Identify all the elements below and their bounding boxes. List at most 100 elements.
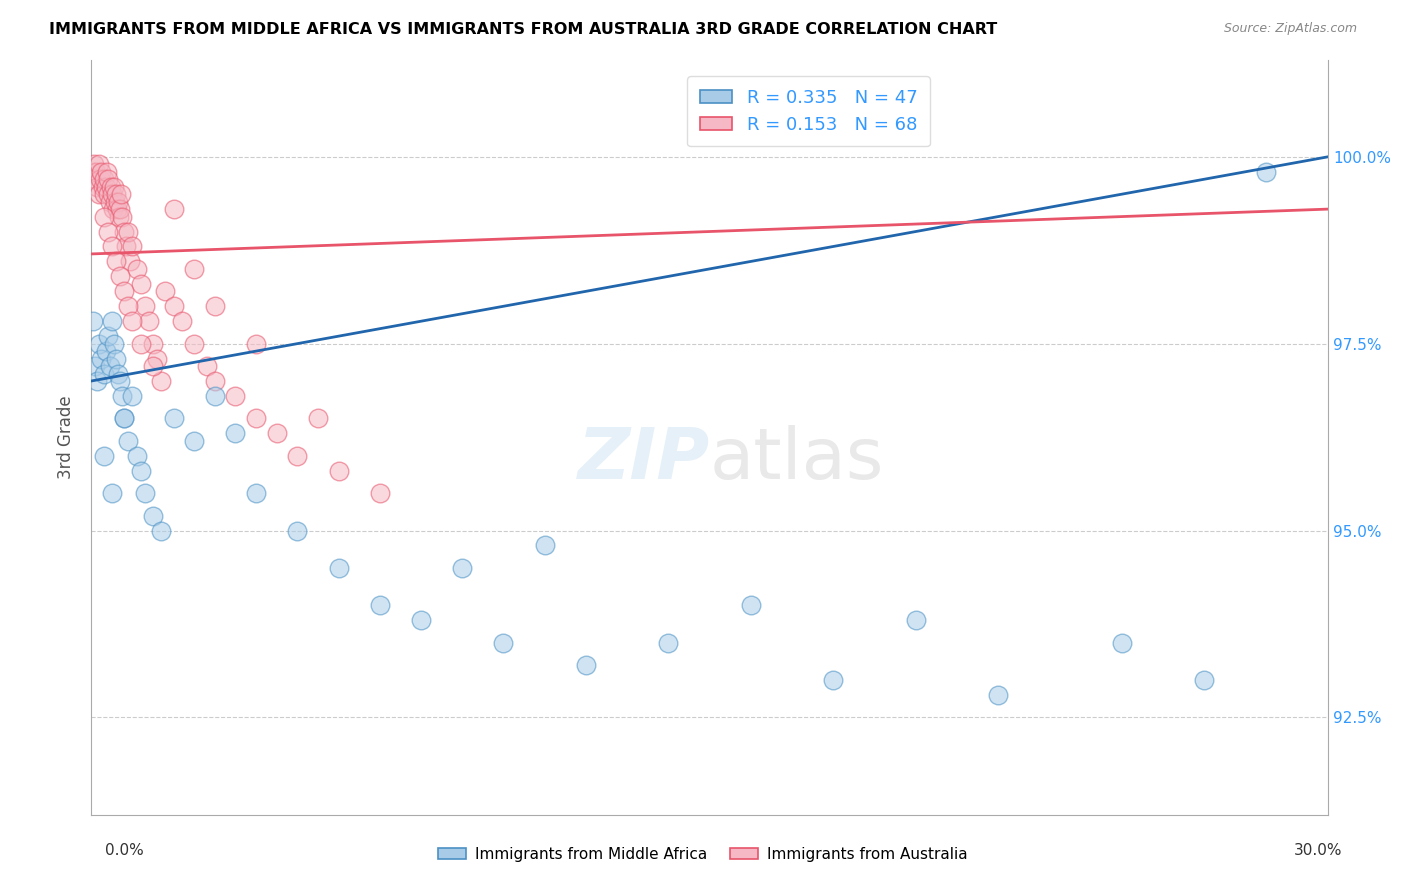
- Point: [93, 187, 115, 202]
- Point: [100, 486, 122, 500]
- Point: [142, 508, 165, 523]
- Point: [155, 285, 177, 299]
- Point: [84, 359, 107, 373]
- Point: [134, 486, 156, 500]
- Point: [138, 314, 160, 328]
- Point: [93, 367, 115, 381]
- Point: [97, 225, 120, 239]
- Point: [84, 165, 107, 179]
- Point: [108, 374, 131, 388]
- Point: [307, 411, 329, 425]
- Point: [328, 464, 350, 478]
- Point: [104, 351, 127, 366]
- Point: [183, 434, 205, 448]
- Point: [93, 449, 115, 463]
- Legend: R = 0.335   N = 47, R = 0.153   N = 68: R = 0.335 N = 47, R = 0.153 N = 68: [688, 76, 931, 146]
- Point: [285, 449, 308, 463]
- Point: [170, 314, 193, 328]
- Point: [162, 411, 184, 425]
- Point: [451, 561, 474, 575]
- Point: [204, 374, 226, 388]
- Point: [107, 367, 129, 381]
- Point: [129, 464, 152, 478]
- Point: [245, 411, 267, 425]
- Point: [100, 179, 122, 194]
- Y-axis label: 3rd Grade: 3rd Grade: [58, 395, 75, 479]
- Point: [224, 389, 246, 403]
- Point: [104, 194, 127, 209]
- Point: [97, 172, 120, 186]
- Point: [162, 299, 184, 313]
- Text: 0.0%: 0.0%: [105, 843, 145, 858]
- Point: [328, 561, 350, 575]
- Point: [111, 389, 134, 403]
- Point: [100, 314, 122, 328]
- Point: [195, 359, 218, 373]
- Point: [125, 261, 148, 276]
- Point: [245, 336, 267, 351]
- Legend: Immigrants from Middle Africa, Immigrants from Australia: Immigrants from Middle Africa, Immigrant…: [432, 841, 974, 868]
- Point: [121, 239, 143, 253]
- Point: [492, 635, 515, 649]
- Point: [94, 344, 117, 359]
- Point: [142, 336, 165, 351]
- Point: [1111, 635, 1133, 649]
- Point: [129, 336, 152, 351]
- Point: [117, 225, 139, 239]
- Point: [105, 202, 128, 216]
- Point: [125, 449, 148, 463]
- Text: 30.0%: 30.0%: [1295, 843, 1343, 858]
- Point: [112, 285, 135, 299]
- Point: [120, 254, 142, 268]
- Point: [84, 172, 107, 186]
- Point: [96, 165, 118, 179]
- Point: [368, 599, 391, 613]
- Point: [1194, 673, 1216, 687]
- Point: [183, 261, 205, 276]
- Point: [142, 359, 165, 373]
- Point: [740, 599, 762, 613]
- Point: [121, 389, 143, 403]
- Text: Source: ZipAtlas.com: Source: ZipAtlas.com: [1223, 22, 1357, 36]
- Point: [104, 254, 127, 268]
- Point: [103, 179, 125, 194]
- Point: [110, 187, 132, 202]
- Point: [100, 187, 122, 202]
- Point: [146, 351, 169, 366]
- Point: [204, 299, 226, 313]
- Point: [111, 210, 134, 224]
- Point: [90, 351, 112, 366]
- Point: [94, 179, 117, 194]
- Point: [204, 389, 226, 403]
- Point: [117, 434, 139, 448]
- Point: [224, 426, 246, 441]
- Point: [97, 187, 120, 202]
- Point: [107, 194, 129, 209]
- Point: [904, 613, 927, 627]
- Point: [108, 269, 131, 284]
- Point: [117, 299, 139, 313]
- Point: [82, 165, 104, 179]
- Point: [150, 524, 173, 538]
- Point: [97, 329, 120, 343]
- Point: [91, 179, 114, 194]
- Point: [533, 539, 555, 553]
- Point: [108, 202, 131, 216]
- Point: [266, 426, 288, 441]
- Point: [245, 486, 267, 500]
- Point: [1256, 165, 1278, 179]
- Point: [657, 635, 679, 649]
- Point: [98, 359, 121, 373]
- Point: [409, 613, 432, 627]
- Text: IMMIGRANTS FROM MIDDLE AFRICA VS IMMIGRANTS FROM AUSTRALIA 3RD GRADE CORRELATION: IMMIGRANTS FROM MIDDLE AFRICA VS IMMIGRA…: [49, 22, 997, 37]
- Text: atlas: atlas: [710, 425, 884, 494]
- Point: [987, 688, 1010, 702]
- Point: [87, 157, 110, 171]
- Point: [823, 673, 845, 687]
- Point: [100, 239, 122, 253]
- Point: [368, 486, 391, 500]
- Point: [98, 194, 121, 209]
- Point: [112, 411, 135, 425]
- Point: [121, 314, 143, 328]
- Point: [86, 374, 108, 388]
